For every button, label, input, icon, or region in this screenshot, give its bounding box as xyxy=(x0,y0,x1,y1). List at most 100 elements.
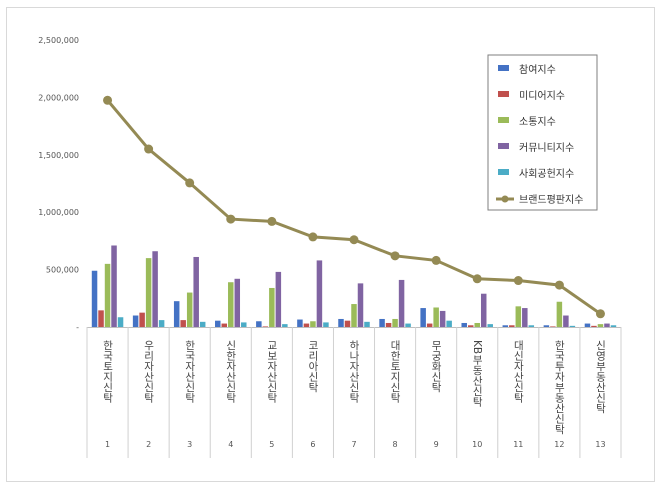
line-point xyxy=(185,178,195,188)
bar xyxy=(433,307,439,327)
bar xyxy=(262,326,269,327)
bar xyxy=(379,318,385,327)
legend-box xyxy=(487,54,598,211)
category-label: 한국토지신탁 xyxy=(102,340,114,403)
bar xyxy=(487,324,493,327)
bar xyxy=(303,323,310,327)
bar xyxy=(364,321,370,327)
line-point xyxy=(513,276,523,286)
bar xyxy=(199,321,206,327)
bar xyxy=(420,308,426,327)
rank-label: 6 xyxy=(310,440,315,449)
legend-swatch xyxy=(498,143,509,149)
bar xyxy=(351,304,357,327)
bar xyxy=(556,301,563,327)
bar xyxy=(173,301,180,327)
bar xyxy=(98,310,104,327)
line-point xyxy=(308,232,318,242)
rank-label: 2 xyxy=(146,440,151,449)
category-label: 한국자산신탁 xyxy=(184,340,196,403)
rank-label: 12 xyxy=(554,440,564,449)
bar xyxy=(152,251,158,327)
line-point xyxy=(472,274,482,284)
line-point xyxy=(431,255,441,265)
line-point xyxy=(144,144,154,154)
bar xyxy=(228,282,234,327)
bar xyxy=(405,323,411,327)
y-tick-label: - xyxy=(76,323,79,332)
bar xyxy=(180,320,186,327)
bar xyxy=(597,324,604,327)
category-label: 대신자산신탁 xyxy=(512,340,524,403)
bar xyxy=(550,326,556,327)
line-point xyxy=(595,309,605,319)
bar xyxy=(515,306,522,327)
bar xyxy=(357,283,364,327)
bar xyxy=(392,318,398,327)
y-tick-label: 1,000,000 xyxy=(38,208,79,217)
bar xyxy=(269,287,275,327)
rank-label: 9 xyxy=(434,440,439,449)
bar xyxy=(502,325,509,327)
bar xyxy=(344,320,351,327)
line-point xyxy=(103,95,113,105)
bar xyxy=(569,325,576,327)
bar xyxy=(398,279,405,327)
line-point xyxy=(390,251,400,261)
legend-swatch xyxy=(498,91,509,97)
bar xyxy=(158,320,165,327)
bar xyxy=(193,256,199,327)
rank-label: 3 xyxy=(187,440,192,449)
rank-label: 1 xyxy=(105,440,110,449)
bar xyxy=(91,270,98,327)
bar xyxy=(104,263,111,327)
category-label: 무궁화신탁 xyxy=(430,340,442,393)
bar xyxy=(338,318,344,327)
bar xyxy=(111,245,117,327)
bar xyxy=(221,323,228,327)
y-tick-label: 2,000,000 xyxy=(38,93,79,102)
bar xyxy=(474,322,480,327)
bar xyxy=(139,312,145,327)
chart-frame: - 500,000 1,000,000 1,500,000 2,000,000 2,500… xyxy=(6,7,655,482)
category-label: 한국투자부동산신탁 xyxy=(553,340,565,435)
y-tick-label: 500,000 xyxy=(46,266,79,275)
legend-label: 소통지수 xyxy=(519,116,556,128)
bar xyxy=(323,322,329,327)
bar xyxy=(145,258,152,327)
rank-label: 4 xyxy=(228,440,233,449)
bar xyxy=(528,325,535,327)
bar xyxy=(591,325,597,327)
line-point xyxy=(267,216,277,226)
brand-reputation-chart: - 500,000 1,000,000 1,500,000 2,000,000 2,500… xyxy=(38,36,622,458)
bar xyxy=(584,323,591,327)
bar xyxy=(610,325,617,327)
bar xyxy=(509,325,515,327)
bar xyxy=(241,322,247,327)
rank-label: 11 xyxy=(513,440,523,449)
legend-swatch xyxy=(498,169,509,175)
category-label: 하나자산신탁 xyxy=(348,339,360,403)
bar xyxy=(215,320,221,327)
rank-label: 5 xyxy=(269,440,274,449)
category-label: KB부동산신탁 xyxy=(471,340,483,407)
bar xyxy=(186,292,193,327)
bar xyxy=(467,325,474,327)
legend-swatch xyxy=(498,117,509,123)
bar xyxy=(385,322,392,327)
bar xyxy=(282,324,288,327)
bar xyxy=(522,308,528,327)
category-label: 우리자산신탁 xyxy=(143,340,155,403)
y-tick-label: 2,500,000 xyxy=(38,36,79,45)
bar xyxy=(256,321,262,327)
bar xyxy=(132,315,139,327)
bar xyxy=(480,293,487,327)
bar xyxy=(604,323,610,327)
legend-label: 브랜드평판지수 xyxy=(519,194,583,206)
rank-label: 13 xyxy=(595,440,605,449)
bar xyxy=(426,323,433,327)
bar xyxy=(297,319,303,327)
bar xyxy=(310,321,316,327)
legend-label: 참여지수 xyxy=(519,64,556,76)
bar xyxy=(439,310,446,327)
